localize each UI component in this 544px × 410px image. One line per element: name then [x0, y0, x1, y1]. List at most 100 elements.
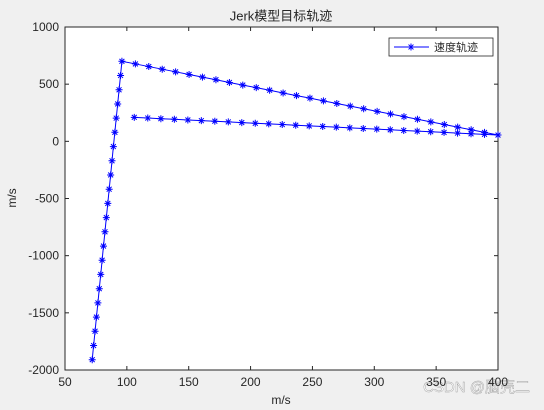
- point-marker: [225, 78, 233, 86]
- point-marker: [108, 157, 116, 165]
- point-marker: [440, 128, 448, 136]
- point-marker: [494, 131, 502, 139]
- y-tick-label: 500: [39, 77, 59, 91]
- x-tick-label: 100: [117, 375, 137, 389]
- point-marker: [197, 117, 205, 125]
- point-marker: [111, 128, 119, 136]
- point-marker: [427, 128, 435, 136]
- point-marker: [360, 105, 368, 113]
- point-marker: [292, 92, 300, 100]
- point-marker: [373, 107, 381, 115]
- point-marker: [252, 84, 260, 92]
- point-marker: [115, 86, 123, 94]
- point-marker: [117, 71, 125, 79]
- y-tick-label: -500: [35, 192, 59, 206]
- point-marker: [373, 125, 381, 133]
- point-marker: [400, 113, 408, 121]
- point-marker: [211, 117, 219, 125]
- y-tick-label: -1000: [28, 249, 59, 263]
- point-marker: [386, 110, 394, 118]
- watermark: CSDN @脑壳二: [423, 379, 530, 396]
- point-marker: [198, 73, 206, 81]
- point-marker: [118, 57, 126, 65]
- point-marker: [114, 100, 122, 108]
- point-marker: [184, 116, 192, 124]
- point-marker: [94, 299, 102, 307]
- chart-title: Jerk模型目标轨迹: [230, 8, 333, 23]
- y-tick-label: 1000: [32, 20, 59, 34]
- point-marker: [212, 76, 220, 84]
- x-tick-label: 150: [179, 375, 199, 389]
- point-marker: [224, 118, 232, 126]
- point-marker: [266, 86, 274, 94]
- point-marker: [454, 129, 462, 137]
- point-marker: [172, 68, 180, 76]
- point-marker: [185, 70, 193, 78]
- point-marker: [131, 60, 139, 68]
- point-marker: [467, 126, 475, 134]
- point-marker: [265, 120, 273, 128]
- point-marker: [239, 81, 247, 89]
- point-marker: [107, 171, 115, 179]
- point-marker: [319, 122, 327, 130]
- point-marker: [105, 185, 113, 193]
- legend-marker: [407, 43, 415, 51]
- point-marker: [359, 125, 367, 133]
- point-marker: [109, 143, 117, 151]
- point-marker: [144, 114, 152, 122]
- x-tick-label: 350: [426, 375, 446, 389]
- point-marker: [292, 121, 300, 129]
- point-marker: [305, 122, 313, 130]
- y-tick-label: -1500: [28, 306, 59, 320]
- point-marker: [319, 97, 327, 105]
- y-tick-label: -2000: [28, 363, 59, 377]
- point-marker: [332, 123, 340, 131]
- point-marker: [251, 119, 259, 127]
- x-axis-label: m/s: [271, 393, 290, 407]
- y-axis-label: m/s: [5, 188, 19, 207]
- point-marker: [386, 126, 394, 134]
- point-marker: [112, 114, 120, 122]
- point-marker: [454, 123, 462, 131]
- x-tick-label: 400: [488, 375, 508, 389]
- point-marker: [306, 94, 314, 102]
- point-marker: [413, 115, 421, 123]
- point-marker: [92, 313, 100, 321]
- point-marker: [145, 63, 153, 71]
- y-tick-label: 0: [52, 134, 59, 148]
- point-marker: [170, 115, 178, 123]
- point-marker: [467, 130, 475, 138]
- point-marker: [278, 121, 286, 129]
- point-marker: [90, 342, 98, 350]
- point-marker: [157, 115, 165, 123]
- point-marker: [99, 242, 107, 250]
- point-marker: [101, 228, 109, 236]
- point-marker: [427, 118, 435, 126]
- plot-area: [64, 26, 499, 371]
- point-marker: [333, 99, 341, 107]
- x-tick-label: 250: [302, 375, 322, 389]
- point-marker: [346, 102, 354, 110]
- x-tick-label: 200: [241, 375, 261, 389]
- point-marker: [97, 270, 105, 278]
- point-marker: [400, 126, 408, 134]
- point-marker: [98, 256, 106, 264]
- point-marker: [95, 285, 103, 293]
- point-marker: [481, 130, 489, 138]
- point-marker: [158, 65, 166, 73]
- point-marker: [91, 327, 99, 335]
- legend-box: [388, 37, 494, 57]
- point-marker: [346, 124, 354, 132]
- x-tick-label: 300: [364, 375, 384, 389]
- point-marker: [440, 121, 448, 129]
- point-marker: [279, 89, 287, 97]
- legend-label: 速度轨迹: [434, 40, 478, 54]
- point-marker: [104, 199, 112, 207]
- point-marker: [88, 356, 96, 364]
- x-tick-label: 50: [58, 375, 72, 389]
- point-marker: [238, 119, 246, 127]
- point-marker: [413, 127, 421, 135]
- point-marker: [102, 214, 110, 222]
- point-marker: [130, 113, 138, 121]
